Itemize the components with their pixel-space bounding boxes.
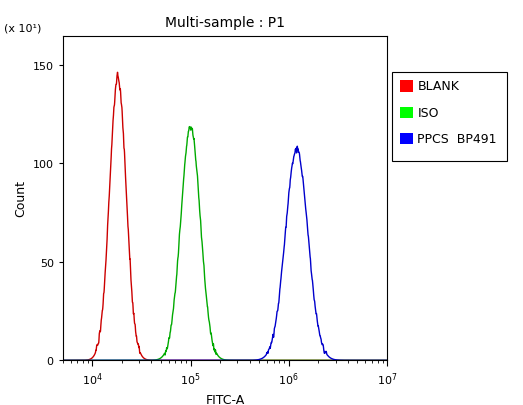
Text: BLANK: BLANK [417, 80, 459, 93]
Text: (x 10¹): (x 10¹) [4, 23, 42, 33]
X-axis label: FITC-A: FITC-A [205, 393, 245, 405]
Y-axis label: Count: Count [14, 180, 27, 217]
Text: ISO: ISO [417, 107, 439, 119]
Text: Multi-sample : P1: Multi-sample : P1 [165, 16, 285, 30]
Text: PPCS  BP491: PPCS BP491 [417, 133, 497, 146]
